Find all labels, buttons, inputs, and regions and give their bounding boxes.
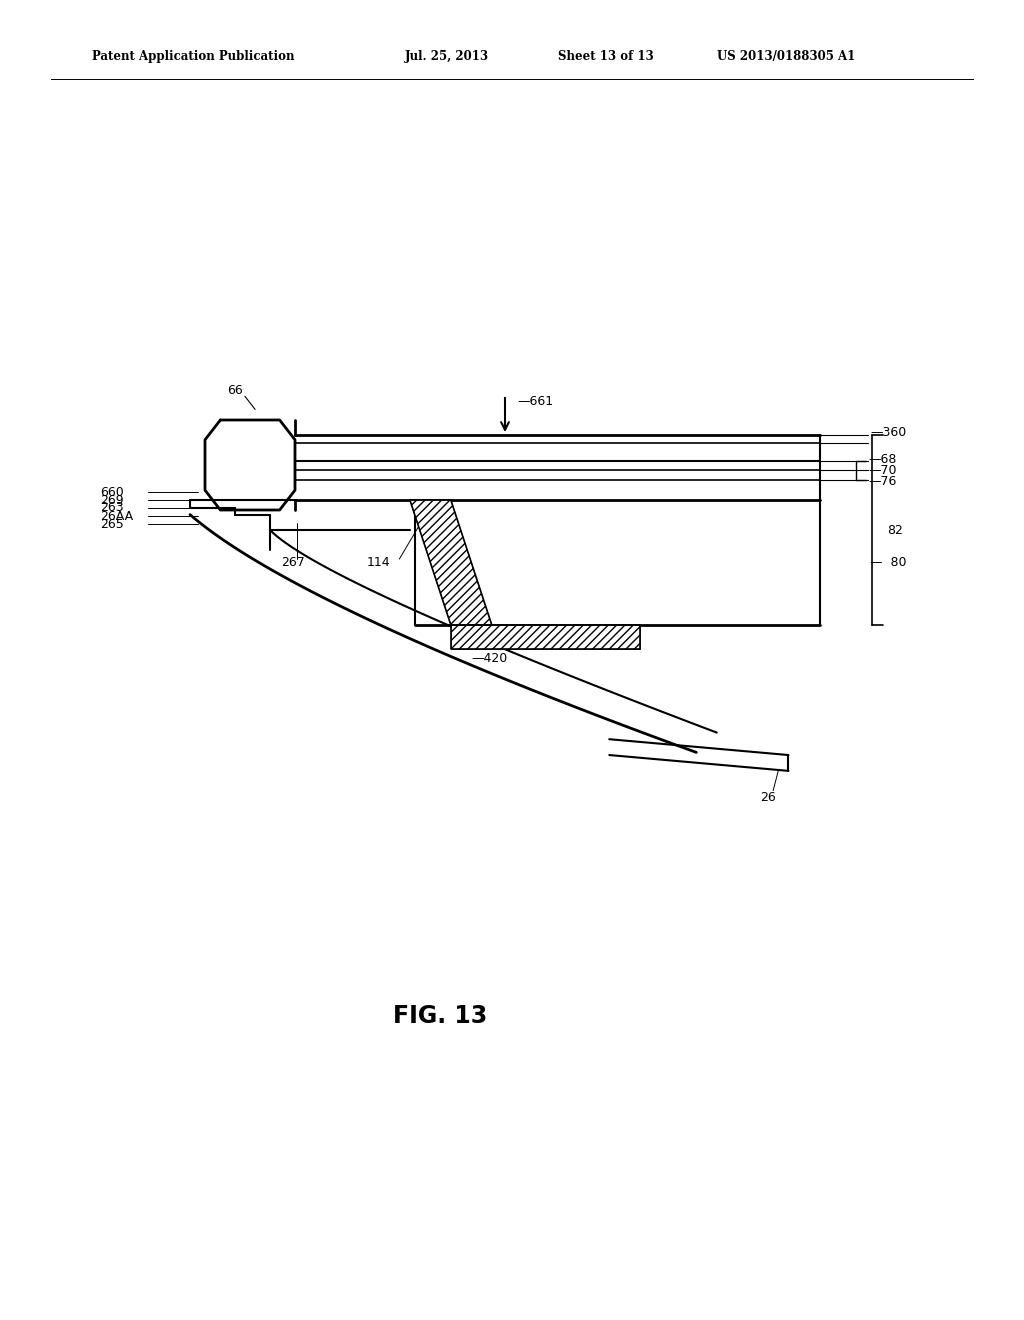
Text: 660: 660 <box>100 486 124 499</box>
Text: 26: 26 <box>760 791 776 804</box>
Text: 265: 265 <box>100 517 124 531</box>
Text: 82: 82 <box>887 524 903 536</box>
Text: —360: —360 <box>870 426 906 438</box>
Text: 267: 267 <box>281 557 305 569</box>
Text: —70: —70 <box>868 463 897 477</box>
Text: 263: 263 <box>100 502 124 515</box>
Text: 66: 66 <box>226 384 243 397</box>
Polygon shape <box>410 500 492 624</box>
Text: Jul. 25, 2013: Jul. 25, 2013 <box>404 50 488 63</box>
Text: —  80: — 80 <box>870 556 907 569</box>
Text: 269: 269 <box>100 494 124 507</box>
Text: —661: —661 <box>517 395 553 408</box>
Polygon shape <box>451 624 640 648</box>
Text: 26AA: 26AA <box>100 510 133 523</box>
Text: —68: —68 <box>868 453 897 466</box>
Text: —76: —76 <box>868 475 897 488</box>
Text: Sheet 13 of 13: Sheet 13 of 13 <box>558 50 654 63</box>
Text: FIG. 13: FIG. 13 <box>393 1005 487 1028</box>
Text: US 2013/0188305 A1: US 2013/0188305 A1 <box>717 50 855 63</box>
Text: —420: —420 <box>471 652 508 664</box>
Text: Patent Application Publication: Patent Application Publication <box>92 50 295 63</box>
Text: 114: 114 <box>367 557 391 569</box>
